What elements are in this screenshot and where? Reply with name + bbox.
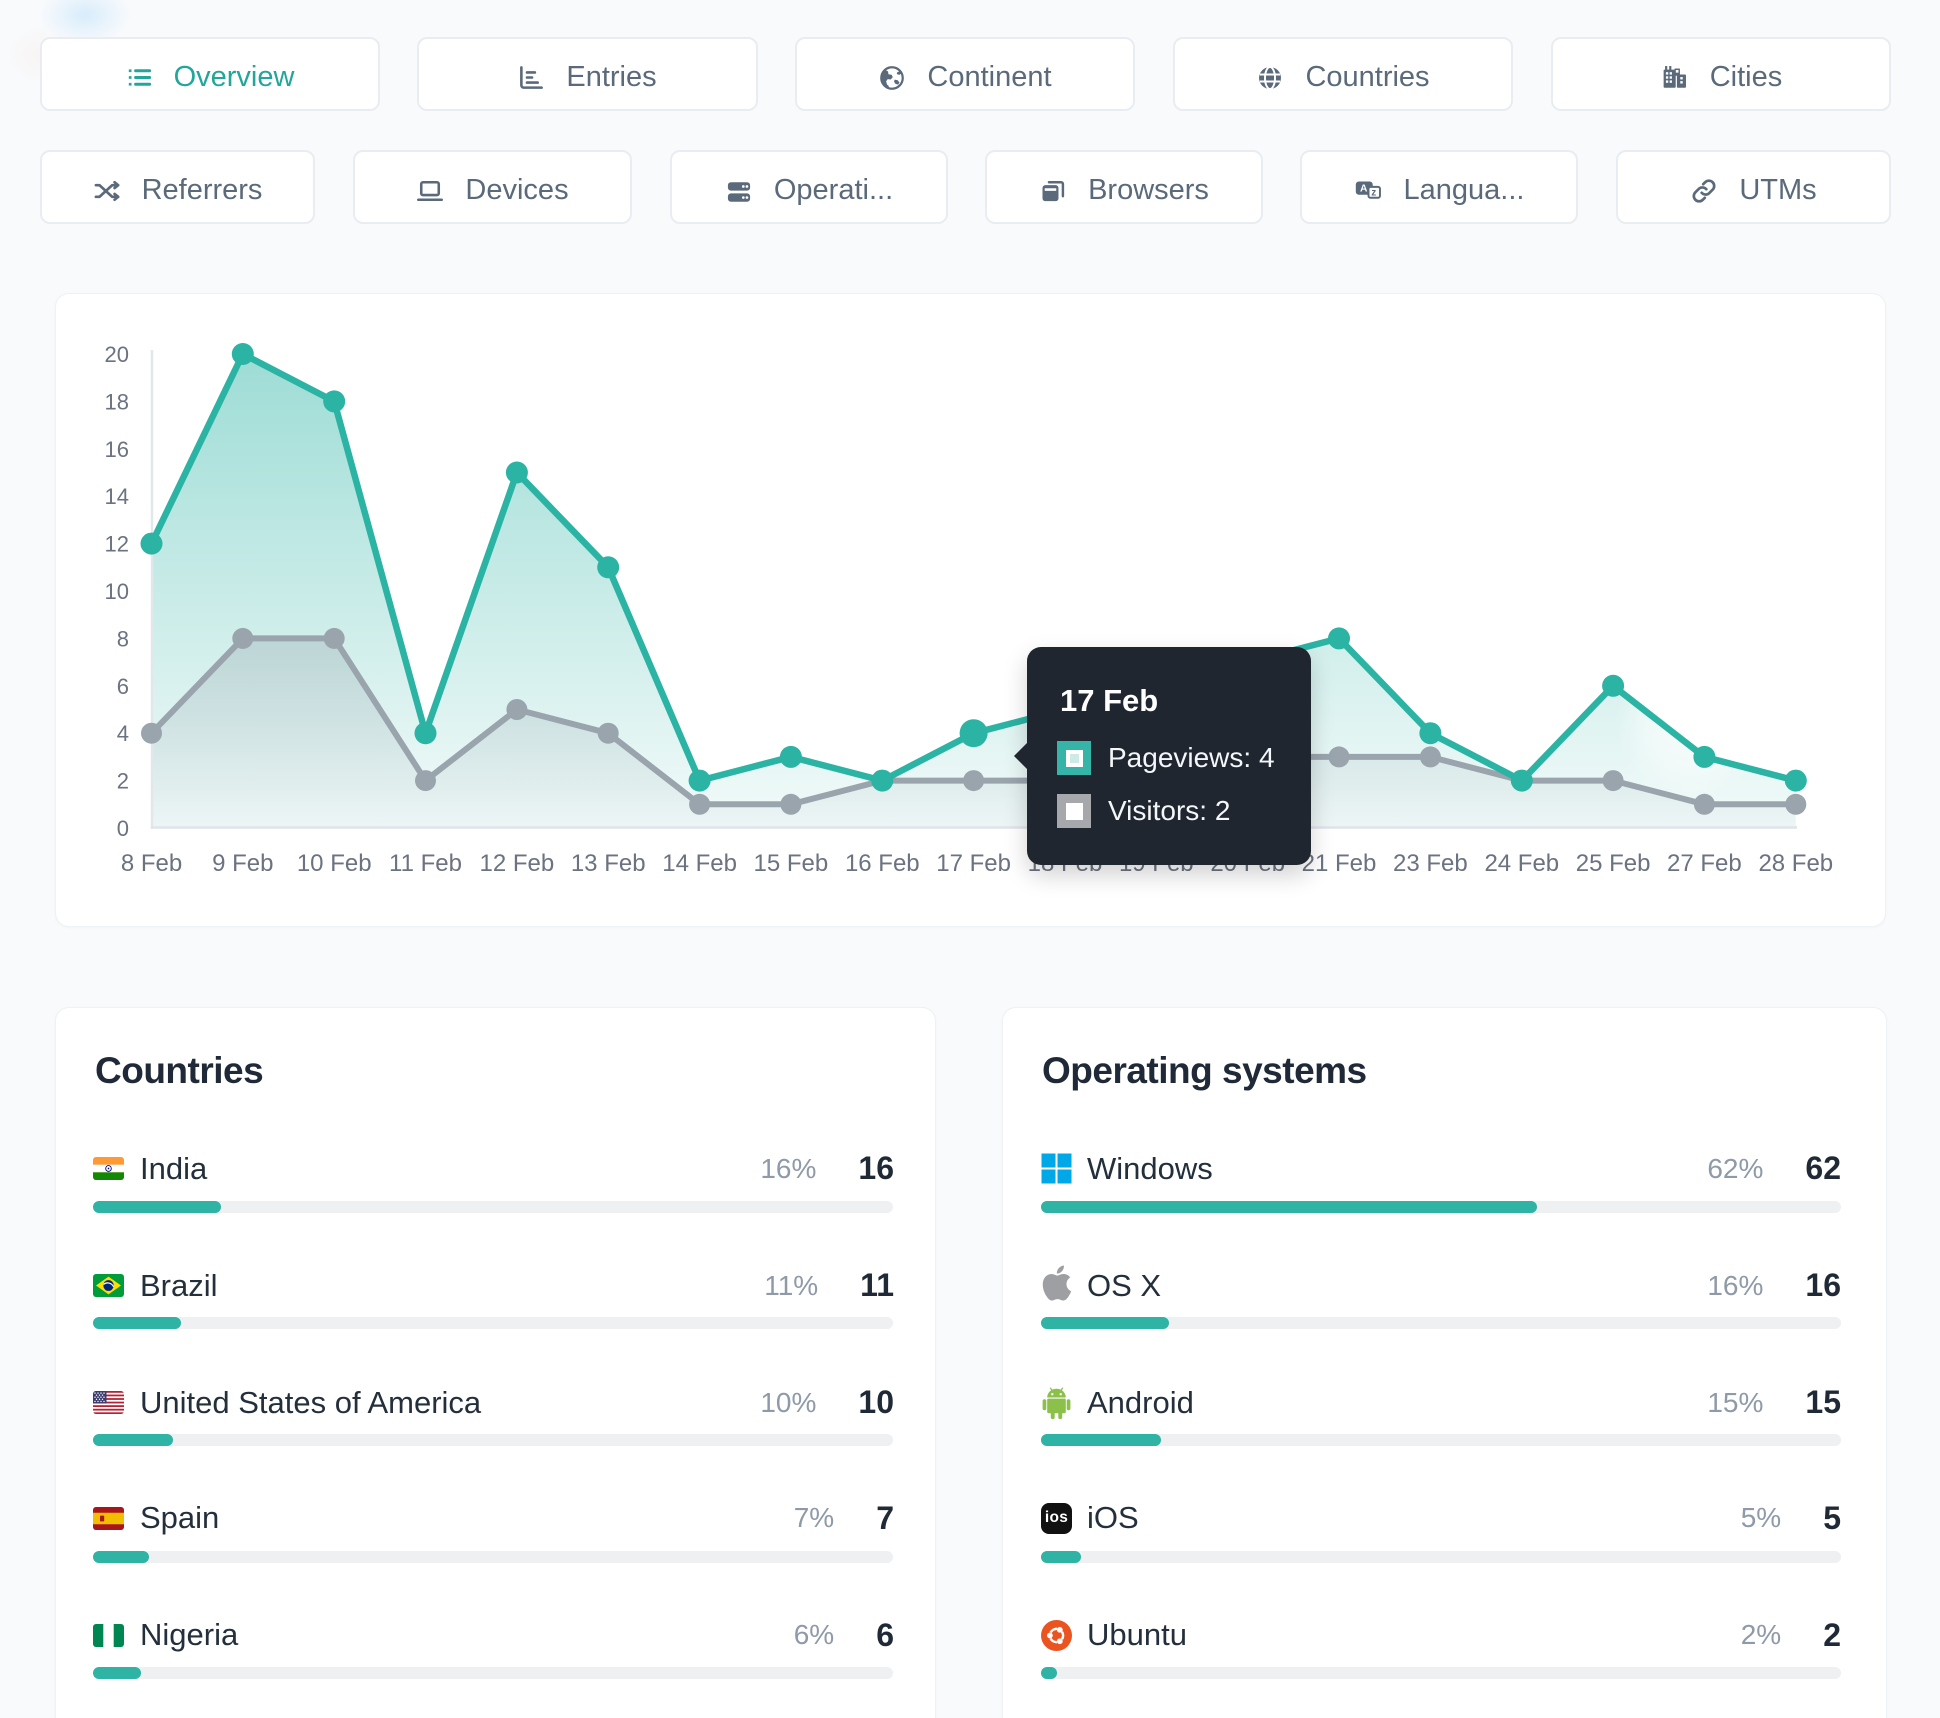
svg-text:25 Feb: 25 Feb	[1576, 850, 1651, 877]
svg-text:21 Feb: 21 Feb	[1302, 850, 1377, 877]
svg-text:23 Feb: 23 Feb	[1393, 850, 1468, 877]
svg-text:11 Feb: 11 Feb	[389, 850, 462, 877]
svg-text:14: 14	[105, 484, 129, 509]
svg-text:15 Feb: 15 Feb	[754, 850, 829, 877]
svg-text:17 Feb: 17 Feb	[936, 850, 1011, 877]
svg-text:A: A	[1360, 184, 1368, 195]
svg-text:24 Feb: 24 Feb	[1484, 850, 1559, 877]
svg-text:16: 16	[105, 437, 129, 462]
svg-text:4: 4	[117, 721, 129, 746]
svg-text:8 Feb: 8 Feb	[121, 850, 182, 877]
svg-text:12 Feb: 12 Feb	[480, 850, 555, 877]
svg-text:12: 12	[105, 532, 129, 557]
svg-text:16 Feb: 16 Feb	[845, 850, 920, 877]
svg-text:18: 18	[105, 389, 129, 414]
svg-text:14 Feb: 14 Feb	[662, 850, 737, 877]
svg-text:z: z	[1371, 188, 1376, 199]
svg-text:28 Feb: 28 Feb	[1758, 850, 1833, 877]
svg-text:10 Feb: 10 Feb	[297, 850, 372, 877]
svg-text:20: 20	[105, 342, 129, 367]
svg-text:27 Feb: 27 Feb	[1667, 850, 1742, 877]
svg-text:0: 0	[117, 816, 129, 841]
svg-text:9 Feb: 9 Feb	[212, 850, 273, 877]
svg-text:6: 6	[117, 674, 129, 699]
svg-text:2: 2	[117, 769, 129, 794]
svg-text:10: 10	[105, 579, 129, 604]
svg-text:8: 8	[117, 626, 129, 651]
svg-text:13 Feb: 13 Feb	[571, 850, 646, 877]
